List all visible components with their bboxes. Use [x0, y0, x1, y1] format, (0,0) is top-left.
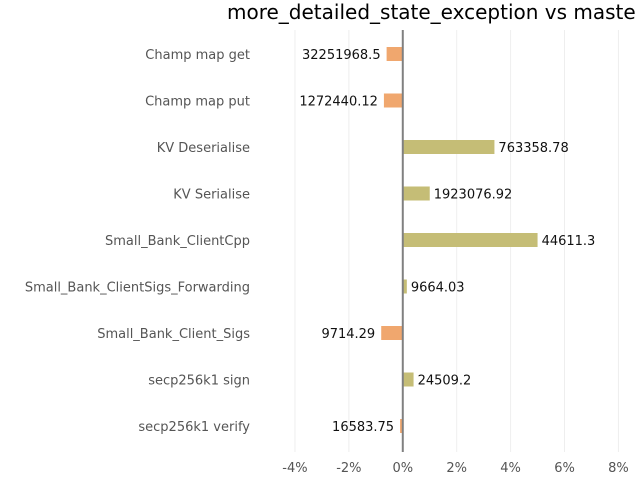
x-tick-label: 4%	[500, 461, 521, 476]
data-label: 44611.3	[542, 234, 596, 249]
category-label: secp256k1 verify	[138, 420, 250, 435]
bar	[381, 326, 403, 340]
data-label: 16583.75	[332, 420, 394, 435]
x-tick-label: 0%	[392, 461, 413, 476]
category-label: Small_Bank_Client_Sigs	[97, 327, 250, 342]
bar	[386, 47, 403, 61]
x-tick-label: 2%	[446, 461, 467, 476]
bar	[402, 140, 495, 154]
category-label: KV Serialise	[173, 188, 250, 203]
chart-title: more_detailed_state_exception vs maste	[227, 0, 636, 24]
category-label: Champ map put	[145, 95, 250, 110]
data-label: 9664.03	[411, 281, 465, 296]
data-label: 1923076.92	[434, 188, 513, 203]
category-label: secp256k1 sign	[148, 374, 250, 389]
x-tick-label: 6%	[554, 461, 575, 476]
data-label: 1272440.12	[299, 95, 378, 110]
bar	[402, 372, 414, 387]
data-labels: 32251968.5 1272440.12 763358.78 1923076.92 4…	[299, 48, 595, 435]
bar	[402, 233, 538, 247]
category-label: Small_Bank_ClientCpp	[105, 234, 250, 249]
data-label: 763358.78	[498, 141, 568, 156]
category-label: Small_Bank_ClientSigs_Forwarding	[25, 281, 250, 296]
data-label: 24509.2	[418, 374, 472, 389]
category-label: KV Deserialise	[157, 141, 250, 156]
bar	[383, 93, 403, 108]
bars	[381, 47, 538, 433]
category-label: Champ map get	[145, 48, 250, 63]
data-label: 32251968.5	[302, 48, 381, 63]
x-tick-label: 8%	[608, 461, 629, 476]
x-tick-label: -4%	[282, 461, 307, 476]
category-labels: Champ map get Champ map put KV Deserialise…	[25, 48, 250, 435]
bar	[400, 419, 403, 433]
x-tick-label: -2%	[336, 461, 361, 476]
data-label: 9714.29	[321, 327, 375, 342]
x-tick-labels: -4% -2% 0% 2% 4% 6% 8%	[282, 461, 628, 476]
bar	[402, 279, 407, 294]
bar	[402, 186, 430, 201]
